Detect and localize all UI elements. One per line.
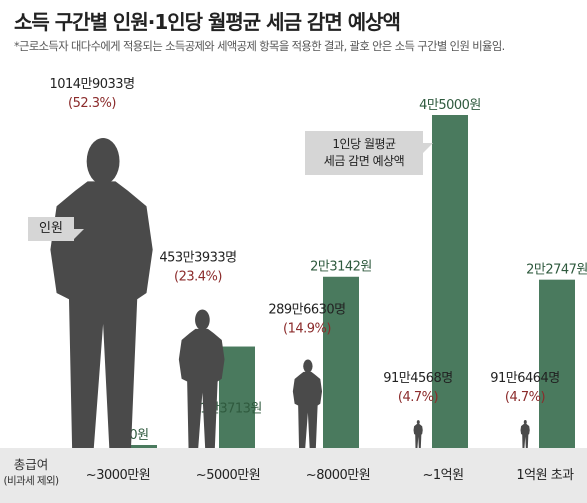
x-axis-title-sub: (비과세 제외) <box>3 475 59 487</box>
chart-plot: 0원1만3713원2만3142원4만5000원2만2747원1014만9033명… <box>49 77 587 448</box>
x-tick-label: ~8000만원 <box>305 468 371 483</box>
x-axis-title-main: 총급여 <box>13 457 49 472</box>
chart-note: *근로소득자 대다수에게 적용되는 소득공제와 세액공제 항목을 적용한 결과,… <box>14 40 505 53</box>
person-body <box>292 371 323 448</box>
person-figure <box>413 420 423 448</box>
person-head <box>416 420 420 425</box>
tax-value-label: 2만2747원 <box>526 263 587 278</box>
person-head <box>523 420 527 425</box>
person-body <box>520 423 530 448</box>
person-head <box>195 309 210 331</box>
person-body <box>50 181 153 448</box>
callout-tax-line2: 세금 감면 예상액 <box>323 154 405 168</box>
tax-bar <box>432 115 468 448</box>
tax-value-label: 4만5000원 <box>419 98 481 113</box>
people-pct-label: (14.9%) <box>283 322 331 337</box>
callout-tax-line1: 1인당 월평균 <box>332 137 396 151</box>
person-head <box>303 359 313 373</box>
people-pct-label: (23.4%) <box>174 270 222 285</box>
x-axis-band: 총급여 (비과세 제외) ~3000만원 ~5000만원 ~8000만원 ~1억… <box>0 448 587 503</box>
people-value-label: 1014만9033명 <box>49 77 134 92</box>
x-tick-label: ~1억원 <box>422 468 464 483</box>
chart-title: 소득 구간별 인원·1인당 월평균 세금 감면 예상액 <box>14 10 401 34</box>
person-figure <box>50 138 153 448</box>
person-body <box>413 423 423 448</box>
tax-value-label: 2만3142원 <box>310 260 372 275</box>
person-figure <box>178 309 225 448</box>
people-value-label: 91만6464명 <box>490 371 560 386</box>
tax-bar <box>539 279 575 448</box>
x-tick-label: ~3000만원 <box>85 468 151 483</box>
callout-tax: 1인당 월평균 세금 감면 예상액 <box>305 131 433 175</box>
x-tick-label: 1억원 초과 <box>516 468 574 483</box>
person-body <box>178 328 225 448</box>
people-pct-label: (4.7%) <box>398 390 438 405</box>
tax-value-label: 0원 <box>129 428 148 443</box>
tax-bar <box>219 346 255 448</box>
person-figure <box>520 420 530 448</box>
tax-bar <box>323 276 359 448</box>
people-pct-label: (52.3%) <box>68 96 116 111</box>
x-tick-label: ~5000만원 <box>195 468 261 483</box>
x-axis-title: 총급여 (비과세 제외) <box>0 457 62 489</box>
people-value-label: 289만6630명 <box>268 303 345 318</box>
people-pct-label: (4.7%) <box>505 390 545 405</box>
people-value-label: 91만4568명 <box>383 371 453 386</box>
person-head <box>86 138 120 185</box>
people-value-label: 453만3933명 <box>159 251 236 266</box>
person-figure <box>292 359 323 448</box>
tax-bar <box>121 445 157 448</box>
callout-people: 인원 <box>28 217 84 241</box>
